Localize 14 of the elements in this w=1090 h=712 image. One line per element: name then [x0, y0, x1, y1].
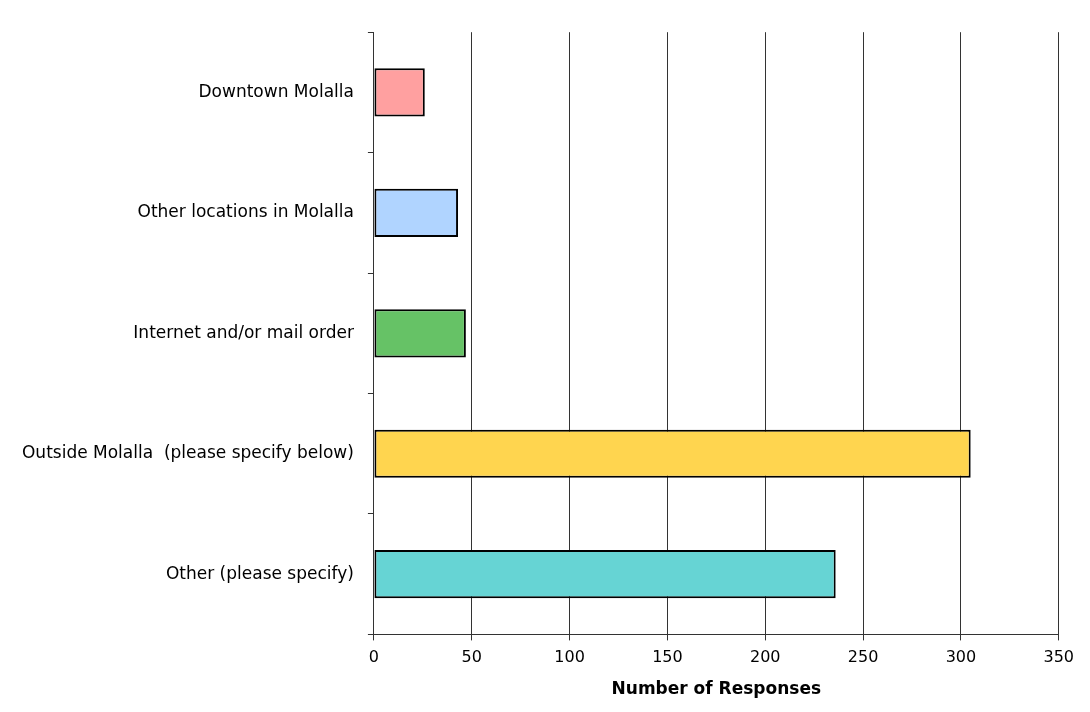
x-tick-label: 350 [1043, 647, 1074, 667]
x-axis-title: Number of Responses [611, 678, 822, 699]
y-tick-label: Other locations in Molalla [137, 201, 354, 222]
x-tick-label: 200 [749, 647, 781, 667]
x-tick-label: 100 [554, 647, 585, 667]
x-tick-label: 0 [368, 647, 380, 667]
y-tick-label: Outside Molalla (please specify below) [21, 442, 354, 463]
x-tick-label: 250 [847, 647, 879, 667]
x-tick-label: 300 [945, 647, 977, 667]
x-tick-label: 50 [461, 647, 482, 667]
y-tick-label: Other (please specify) [165, 562, 354, 583]
y-tick-label: Internet and/or mail order [133, 321, 354, 342]
x-tick-label: 150 [652, 647, 683, 667]
y-tick-label: Downtown Molalla [198, 80, 354, 101]
